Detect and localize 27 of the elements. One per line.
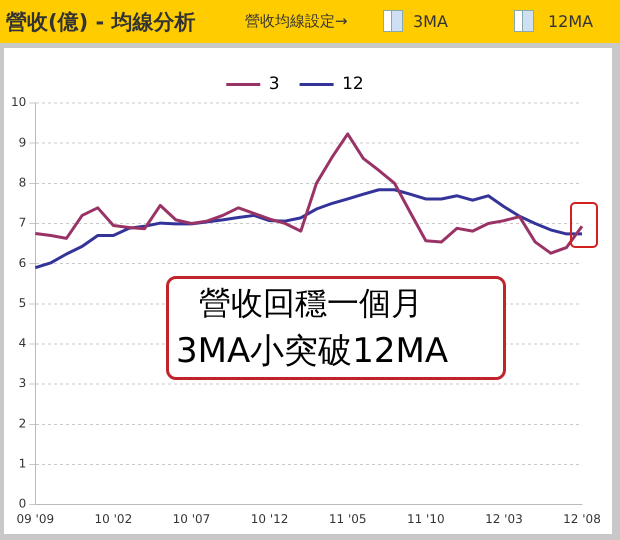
x-tick-label: 12 '08 [563, 512, 601, 526]
annotation: 3MA小突破12MA [176, 330, 448, 373]
y-tick-label: 2 [18, 416, 26, 430]
text: 營收均線設定→ [245, 12, 348, 31]
x-tick-label: 10 '07 [172, 512, 210, 526]
x-tick-label: 11 '05 [328, 512, 367, 526]
x-tick-label: 10 '02 [94, 512, 132, 526]
y-tick-label: 1 [18, 456, 26, 471]
y-tick-label: 3 [18, 376, 26, 390]
x-tick-label: 12 '03 [485, 512, 523, 526]
y-tick-label: 0 [18, 496, 26, 511]
text: 3MA [413, 12, 448, 31]
annotation: 營收回穩一個月 [199, 283, 423, 324]
x-tick-label: 10 '12 [250, 512, 288, 526]
x-tick-label: 11 '10 [406, 512, 445, 526]
legend-label: 12 [342, 74, 364, 94]
text: 12MA [548, 12, 594, 31]
y-tick-label: 7 [18, 216, 26, 230]
x-tick-label: 09 '09 [16, 512, 54, 526]
chart-title: 營收(億) - 均線分析 [6, 8, 196, 36]
y-tick-label: 10 [10, 95, 26, 110]
legend-label: 3 [268, 74, 280, 94]
y-tick-label: 8 [18, 175, 26, 190]
y-tick-label: 6 [18, 256, 26, 270]
y-tick-label: 4 [18, 336, 26, 350]
y-tick-label: 5 [18, 296, 26, 310]
y-tick-label: 9 [18, 135, 26, 150]
